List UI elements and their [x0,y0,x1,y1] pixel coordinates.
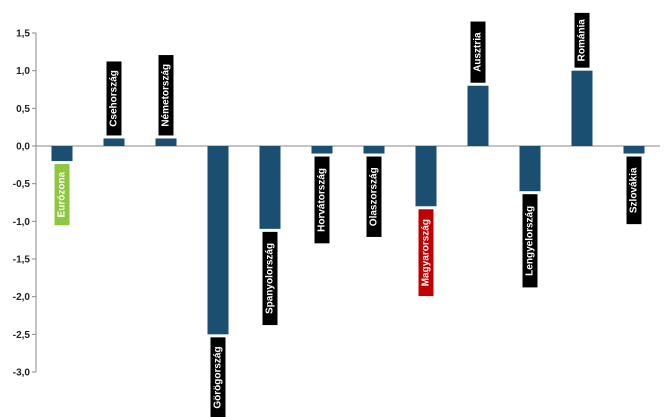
category-label: Ausztria [473,32,484,72]
category-label: Horvátország [317,168,328,232]
category-label: Magyarország [421,219,432,286]
y-tick-label: 0,0 [16,142,30,153]
category-label: Szlovákia [629,167,640,213]
category-label: Olaszország [369,167,380,226]
y-axis-ticks: 1,5 1,0 0,5 0,0 -0,5 -1,0 -1,5 -2,0 -2,5 -3,0 [13,29,36,379]
category-label-box [314,156,330,244]
category-label-box [106,61,122,136]
category-label: Lengyelország [525,206,536,276]
bar [363,146,385,154]
bar [519,146,541,192]
y-tick-label: -1,5 [13,255,31,266]
bar [623,146,645,154]
y-tick-label: 1,5 [16,29,30,40]
y-tick-label: -3,0 [13,368,31,379]
category-label-box [262,231,278,326]
category-label: Görögország [213,346,224,408]
category-label-box [574,12,590,68]
bar [311,146,333,154]
category-label-box [210,337,226,417]
y-tick-label: 0,5 [16,104,30,115]
category-label-box [158,55,174,136]
bar [415,146,437,207]
bar [467,85,489,146]
y-tick-label: -0,5 [13,179,31,190]
bar [103,138,125,146]
category-label-box [470,21,486,83]
category-label-box [626,156,642,225]
category-label-box [522,194,538,288]
category-label: Románia [577,19,588,62]
category-labels: Eurózona Csehország Németország Görögország… [54,12,642,417]
category-label-box [54,164,70,226]
category-label-box [418,209,434,297]
bar [259,146,281,229]
y-tick-label: -1,0 [13,217,31,228]
y-tick-label: -2,5 [13,330,31,341]
y-tick-label: -2,0 [13,292,31,303]
y-tick-label: 1,0 [16,66,30,77]
bar [51,146,73,162]
category-label: Németország [161,64,172,127]
bar [207,146,229,335]
category-label: Csehország [109,70,120,127]
bar [571,70,593,146]
bar [155,138,177,146]
bars [51,70,645,335]
category-label: Eurózona [57,171,68,217]
category-label: Spanyolország [265,243,276,314]
category-label-box [366,156,382,237]
